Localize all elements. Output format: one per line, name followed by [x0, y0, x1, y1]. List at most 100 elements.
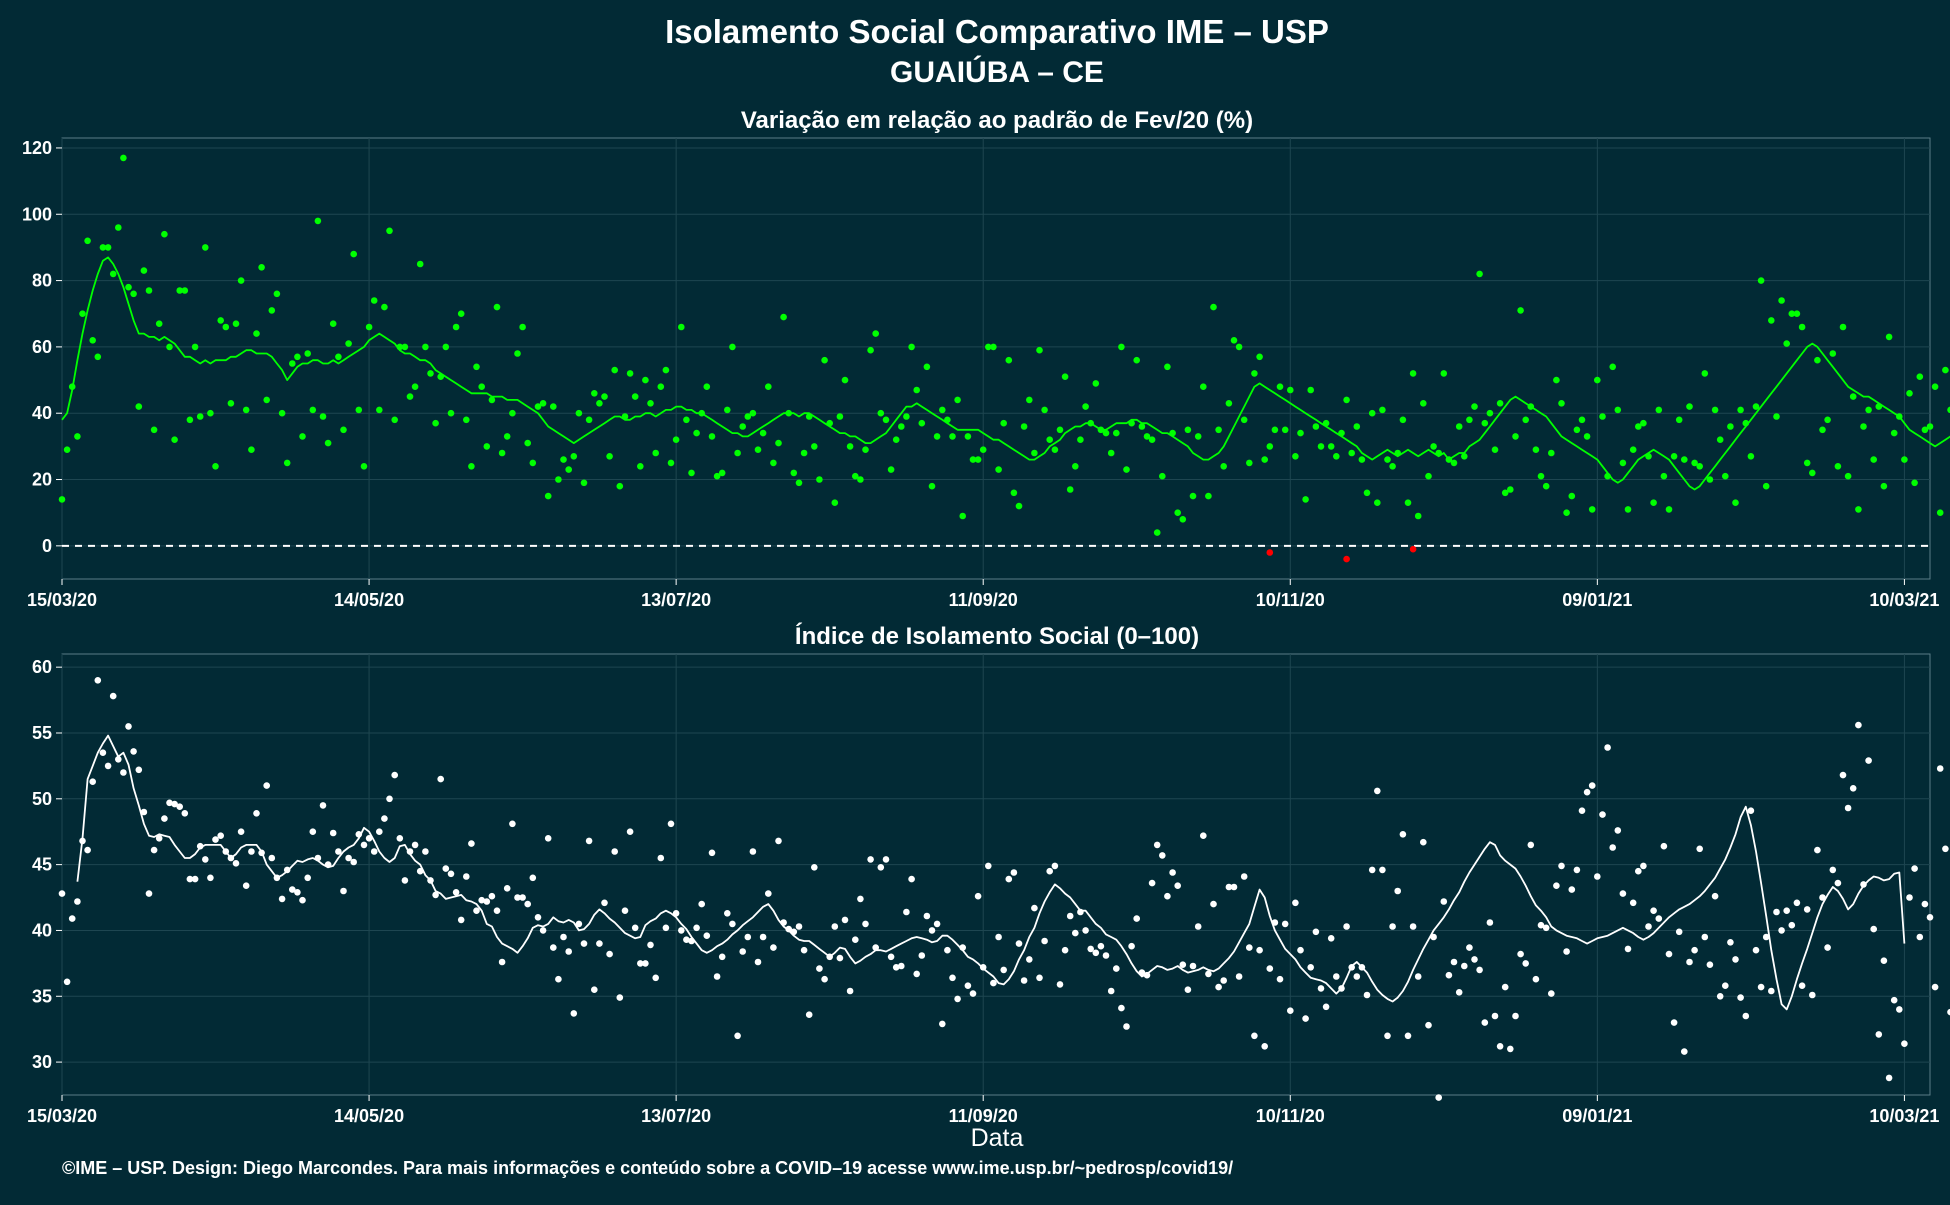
data-point [150, 846, 158, 854]
data-point [1691, 459, 1698, 467]
data-point [1205, 492, 1212, 500]
data-point [294, 889, 301, 896]
data-point [637, 463, 644, 470]
data-point [1189, 492, 1197, 500]
data-point [811, 443, 818, 450]
data-point [1420, 838, 1427, 846]
data-point [140, 267, 148, 274]
data-point [232, 320, 240, 328]
data-point [1803, 906, 1811, 913]
data-point [1752, 403, 1760, 410]
data-point [104, 762, 112, 770]
data-point [1947, 406, 1950, 414]
data-point [1844, 804, 1852, 812]
data-point [99, 749, 107, 756]
data-point [949, 433, 956, 440]
data-point [688, 469, 695, 477]
data-point [647, 941, 654, 949]
data-point [186, 875, 194, 883]
data-point [1629, 446, 1637, 454]
data-point [785, 925, 792, 933]
data-point [401, 877, 409, 884]
data-point [406, 393, 414, 400]
data-point [1343, 396, 1350, 404]
data-point [1619, 459, 1627, 467]
data-point [1921, 900, 1929, 908]
data-point [488, 892, 496, 900]
data-point [427, 370, 434, 377]
data-point [959, 512, 966, 520]
data-point [954, 995, 961, 1003]
data-point [560, 456, 567, 463]
data-point [1880, 482, 1888, 490]
data-point [770, 459, 777, 467]
data-point [729, 920, 736, 928]
data-point [1220, 977, 1227, 984]
data-point [739, 948, 746, 955]
data-point [488, 396, 496, 404]
data-point [1210, 900, 1217, 908]
data-point [1696, 463, 1703, 470]
data-point [155, 320, 163, 328]
data-point [1849, 785, 1857, 792]
data-point [1701, 933, 1709, 941]
data-point [1696, 845, 1703, 853]
data-point [923, 912, 931, 920]
data-point [1194, 923, 1202, 930]
data-point [452, 889, 460, 896]
data-point [892, 436, 900, 444]
data-point [591, 390, 598, 397]
data-point [1716, 436, 1724, 444]
data-point [1184, 986, 1192, 993]
data-point [1409, 923, 1417, 930]
data-point [1512, 433, 1519, 440]
data-point [1153, 841, 1161, 849]
data-point [1635, 423, 1642, 430]
data-point [309, 406, 317, 414]
data-point [1266, 443, 1274, 450]
data-point [1327, 935, 1335, 942]
data-point [140, 808, 148, 816]
data-point [1839, 323, 1847, 331]
x-tick-label: 10/11/20 [1256, 590, 1325, 610]
data-point [724, 910, 731, 917]
data-point [857, 476, 864, 483]
data-point [58, 496, 66, 503]
data-point [253, 330, 260, 337]
data-point [89, 778, 96, 785]
x-tick-label: 15/03/20 [27, 1106, 97, 1126]
data-point [672, 436, 680, 444]
data-point [1640, 419, 1647, 427]
data-point [985, 862, 992, 870]
data-point [1174, 882, 1181, 889]
data-point [703, 932, 711, 939]
data-point [396, 835, 404, 842]
data-point [821, 975, 828, 983]
data-point [498, 958, 506, 966]
x-tick-label: 14/05/20 [334, 1106, 404, 1126]
data-point [1609, 363, 1616, 371]
data-point [1824, 944, 1831, 951]
data-point [1010, 869, 1018, 876]
data-point [1942, 845, 1949, 853]
data-point [1481, 1019, 1489, 1026]
data-point [130, 748, 137, 755]
data-point [903, 413, 910, 420]
data-point [1834, 879, 1842, 887]
data-point [1297, 429, 1304, 437]
data-point [1256, 946, 1263, 954]
data-point [928, 927, 936, 934]
data-point [1906, 894, 1913, 901]
data-point [391, 416, 399, 424]
data-point [1942, 366, 1949, 374]
data-point [1727, 939, 1734, 946]
data-point [1798, 982, 1806, 989]
chart-subtitle-location: GUAIÚBA – CE [890, 55, 1104, 89]
data-point [1491, 1012, 1499, 1020]
data-point [1169, 869, 1176, 876]
data-point [1481, 419, 1489, 427]
data-point [1102, 952, 1110, 959]
data-point [816, 965, 823, 972]
data-point [1880, 957, 1888, 964]
